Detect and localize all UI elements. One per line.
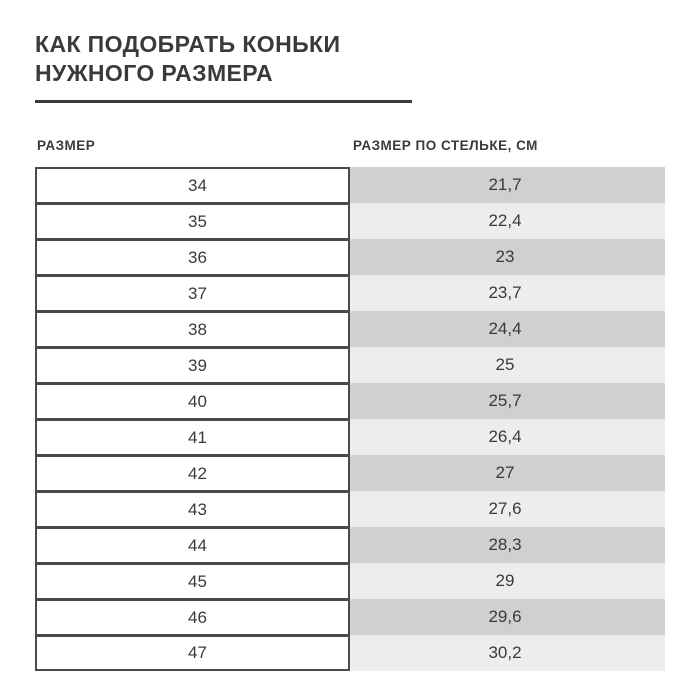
cell-size: 34 (35, 167, 350, 203)
size-table: 34 21,7 35 22,4 36 23 37 23,7 38 24,4 39 25 40 25,7 41… (35, 167, 665, 671)
cell-insole: 23 (350, 239, 665, 275)
cell-size: 38 (35, 311, 350, 347)
cell-insole: 30,2 (350, 635, 665, 671)
cell-insole: 25 (350, 347, 665, 383)
title-divider (35, 100, 412, 103)
cell-insole: 26,4 (350, 419, 665, 455)
table-row: 35 22,4 (35, 203, 665, 239)
table-row: 34 21,7 (35, 167, 665, 203)
cell-size: 44 (35, 527, 350, 563)
cell-insole: 24,4 (350, 311, 665, 347)
cell-size: 40 (35, 383, 350, 419)
cell-insole: 27,6 (350, 491, 665, 527)
cell-size: 47 (35, 635, 350, 671)
cell-insole: 25,7 (350, 383, 665, 419)
table-row: 37 23,7 (35, 275, 665, 311)
table-row: 46 29,6 (35, 599, 665, 635)
cell-size: 37 (35, 275, 350, 311)
cell-insole: 29,6 (350, 599, 665, 635)
cell-size: 43 (35, 491, 350, 527)
cell-size: 42 (35, 455, 350, 491)
cell-insole: 27 (350, 455, 665, 491)
table-row: 38 24,4 (35, 311, 665, 347)
table-row: 47 30,2 (35, 635, 665, 671)
cell-size: 36 (35, 239, 350, 275)
column-header-insole: РАЗМЕР ПО СТЕЛЬКЕ, СМ (353, 138, 538, 153)
table-row: 40 25,7 (35, 383, 665, 419)
table-row: 41 26,4 (35, 419, 665, 455)
page-title-line-1: КАК ПОДОБРАТЬ КОНЬКИ (35, 31, 341, 57)
column-header-size: РАЗМЕР (37, 138, 96, 153)
cell-insole: 28,3 (350, 527, 665, 563)
table-row: 36 23 (35, 239, 665, 275)
table-row: 39 25 (35, 347, 665, 383)
cell-insole: 23,7 (350, 275, 665, 311)
table-row: 45 29 (35, 563, 665, 599)
cell-size: 46 (35, 599, 350, 635)
cell-size: 35 (35, 203, 350, 239)
cell-insole: 21,7 (350, 167, 665, 203)
table-row: 42 27 (35, 455, 665, 491)
table-row: 44 28,3 (35, 527, 665, 563)
cell-size: 41 (35, 419, 350, 455)
page-title-line-2: НУЖНОГО РАЗМЕРА (35, 60, 273, 86)
cell-insole: 22,4 (350, 203, 665, 239)
cell-insole: 29 (350, 563, 665, 599)
cell-size: 45 (35, 563, 350, 599)
table-row: 43 27,6 (35, 491, 665, 527)
cell-size: 39 (35, 347, 350, 383)
page-title: КАК ПОДОБРАТЬ КОНЬКИ НУЖНОГО РАЗМЕРА (35, 30, 455, 88)
